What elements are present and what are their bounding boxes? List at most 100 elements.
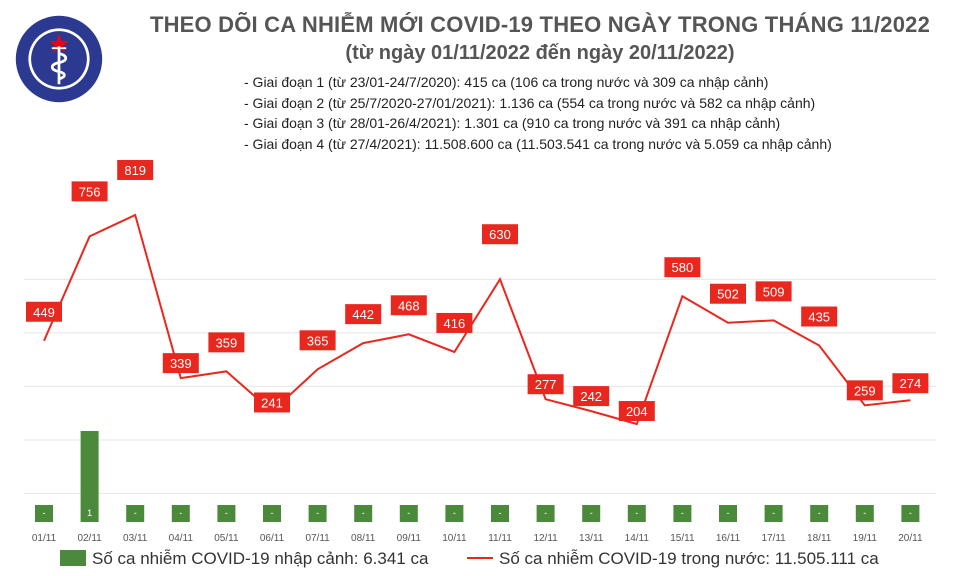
legend-imported-cases: Số ca nhiễm COVID-19 nhập cảnh: 6.341 ca	[60, 549, 428, 569]
bar-imported	[171, 505, 190, 522]
bar-imported	[35, 505, 53, 522]
line-data-label: 204	[626, 404, 648, 419]
x-tick-label: 18/11	[807, 533, 832, 544]
bar-data-label: -	[43, 508, 46, 518]
bar-data-label: -	[590, 508, 593, 518]
bar-imported	[445, 505, 464, 522]
bar-imported	[217, 505, 236, 522]
x-tick-label: 08/11	[351, 533, 376, 544]
bar-imported	[582, 505, 601, 522]
bar-imported	[536, 505, 555, 522]
line-data-label: 277	[535, 377, 557, 392]
line-data-label-box	[390, 295, 427, 316]
line-data-label-box	[345, 304, 382, 325]
line-data-label-box	[482, 224, 518, 245]
note-phase-1: - Giai đoạn 1 (từ 23/01-24/7/2020): 415 …	[244, 74, 769, 90]
line-data-label-box	[664, 257, 701, 278]
bar-data-label: -	[909, 508, 912, 518]
line-data-label: 416	[444, 316, 466, 331]
bar-data-label: -	[863, 508, 866, 518]
bar-imported	[810, 505, 829, 522]
line-data-label: 242	[580, 389, 602, 404]
chart-title: THEO DÕI CA NHIỄM MỚI COVID-19 THEO NGÀY…	[149, 12, 931, 37]
line-data-label: 442	[352, 307, 374, 322]
summary-notes: - Giai đoạn 1 (từ 23/01-24/7/2020): 415 …	[244, 72, 832, 154]
chart-subtitle: (từ ngày 01/11/2022 đến ngày 20/11/2022)	[345, 42, 735, 64]
note-phase-2: - Giai đoạn 2 (từ 25/7/2020-27/01/2021):…	[244, 94, 816, 111]
bar-data-label: -	[727, 508, 730, 518]
legend-domestic-cases: Số ca nhiễm COVID-19 trong nước: 11.505.…	[467, 549, 879, 569]
line-data-label: 274	[900, 376, 922, 391]
x-tick-label: 14/11	[625, 533, 650, 544]
note-phase-4: - Giai đoạn 4 (từ 27/4/2021): 11.508.600…	[244, 135, 832, 152]
x-tick-label: 04/11	[169, 533, 194, 544]
bar-imported	[126, 505, 145, 522]
bar-data-label: 1	[87, 508, 92, 518]
line-data-label-box	[162, 353, 199, 374]
x-tick-label: 20/11	[898, 533, 923, 544]
line-data-label-box	[527, 374, 564, 395]
bar-data-label: -	[362, 508, 365, 518]
x-tick-label: 06/11	[260, 533, 285, 544]
line-data-label-box	[71, 181, 108, 202]
bar-data-label: -	[134, 508, 137, 518]
x-tick-label: 05/11	[214, 533, 239, 544]
line-data-label-box	[892, 373, 929, 394]
line-data-label-box	[755, 281, 792, 302]
line-data-label: 339	[170, 356, 192, 371]
bar-data-label: -	[635, 508, 638, 518]
line-data-label: 259	[854, 383, 876, 398]
x-tick-label: 13/11	[579, 533, 604, 544]
line-data-label: 819	[124, 163, 146, 178]
line-data-label-box	[299, 330, 336, 351]
bar-data-label: -	[453, 508, 456, 518]
legend-line-swatch	[467, 557, 493, 559]
line-domestic	[43, 213, 911, 426]
x-tick-label: 03/11	[123, 533, 148, 544]
line-data-label-box	[573, 386, 610, 407]
bar-data-label: -	[271, 508, 274, 518]
bar-imported	[399, 505, 418, 522]
x-tick-label: 07/11	[305, 533, 330, 544]
x-tick-label: 09/11	[397, 533, 422, 544]
line-data-label: 509	[763, 284, 785, 299]
line-data-label-box	[208, 332, 245, 353]
bar-imported	[673, 505, 692, 522]
bar-imported	[80, 431, 99, 522]
line-data-label-box	[117, 159, 154, 180]
bar-data-label: -	[225, 508, 228, 518]
line-data-label-box	[618, 401, 655, 422]
line-data-label: 756	[79, 184, 101, 199]
bar-imported	[491, 505, 509, 522]
line-data-label-box	[436, 312, 473, 333]
line-data-label-box	[254, 392, 290, 413]
bar-imported	[764, 505, 783, 522]
x-tick-label: 17/11	[761, 533, 786, 544]
bar-data-label: -	[407, 508, 410, 518]
x-tick-label: 11/11	[488, 533, 512, 544]
bar-imported	[901, 505, 920, 522]
bar-imported	[855, 505, 874, 522]
line-data-label-box	[710, 283, 746, 304]
line-data-label: 580	[672, 260, 694, 275]
line-data-label: 468	[398, 298, 420, 313]
line-data-label: 365	[307, 333, 329, 348]
bar-data-label: -	[499, 508, 502, 518]
line-data-label-box	[801, 306, 838, 327]
line-data-label: 359	[216, 335, 238, 350]
legend-domestic-label: Số ca nhiễm COVID-19 trong nước: 11.505.…	[499, 549, 879, 568]
ministry-of-health-logo	[15, 15, 103, 103]
line-data-label: 630	[489, 227, 511, 242]
x-tick-label: 16/11	[716, 533, 741, 544]
bar-data-label: -	[544, 508, 547, 518]
bar-data-label: -	[818, 508, 821, 518]
bar-data-label: -	[681, 508, 684, 518]
line-data-label: 241	[261, 395, 283, 410]
x-tick-label: 19/11	[853, 533, 878, 544]
x-tick-label: 10/11	[442, 533, 467, 544]
bar-imported	[354, 505, 373, 522]
line-data-label: 435	[808, 310, 830, 325]
bar-imported	[627, 505, 646, 522]
note-phase-3: - Giai đoạn 3 (từ 28/01-26/4/2021): 1.30…	[244, 115, 781, 131]
